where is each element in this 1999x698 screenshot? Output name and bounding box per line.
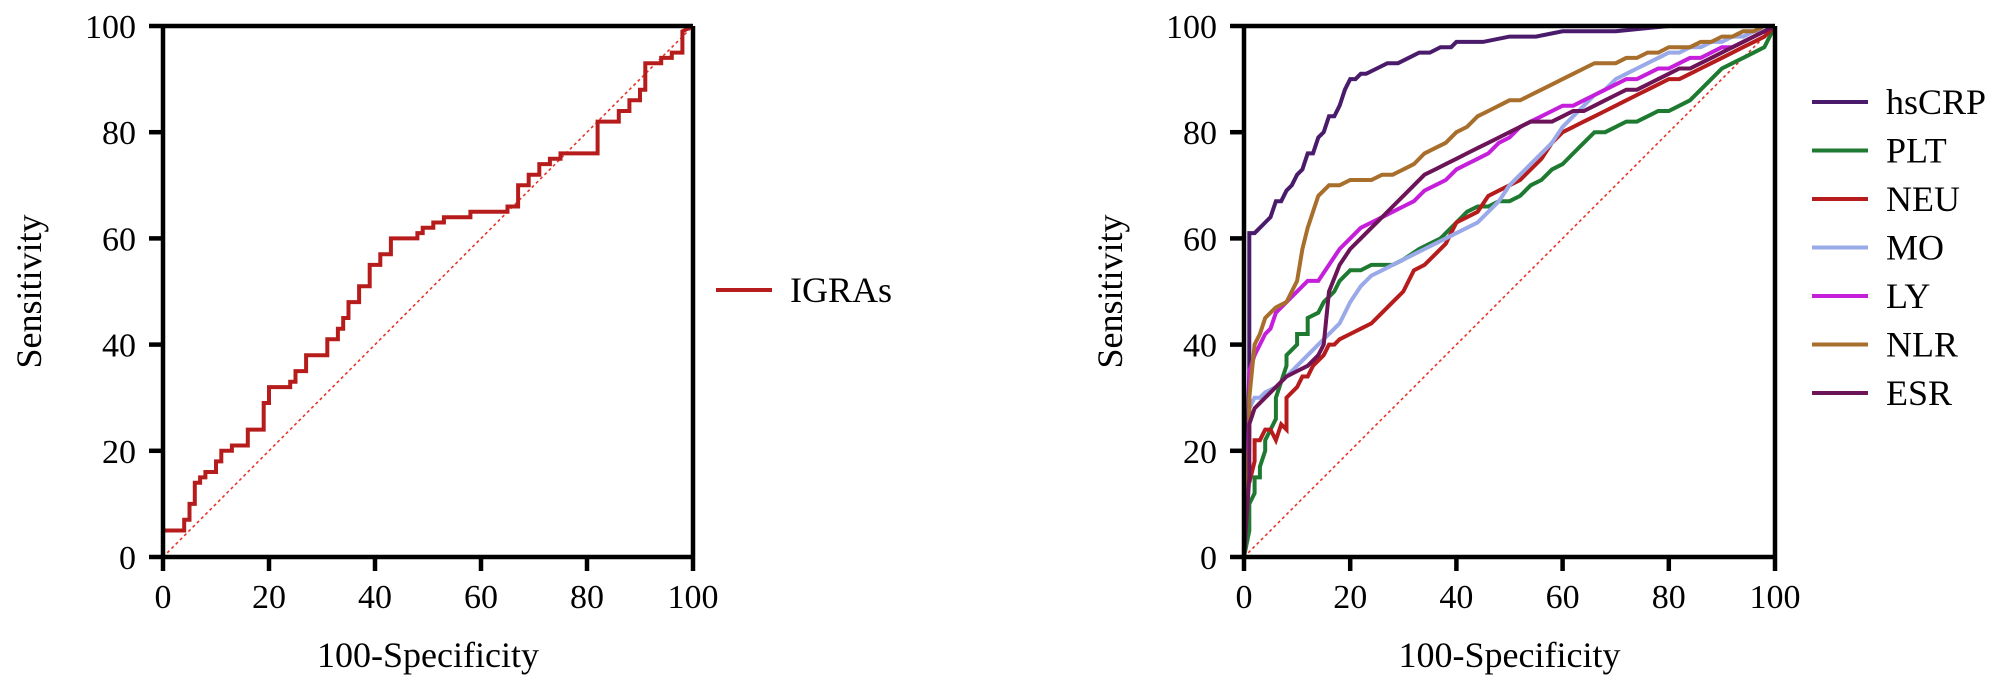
y-tick-label: 0 <box>1200 540 1217 577</box>
y-tick-label: 20 <box>1183 434 1217 471</box>
y-tick-label: 100 <box>85 9 136 46</box>
x-tick-label: 20 <box>252 579 286 616</box>
x-tick-label: 40 <box>1439 579 1473 616</box>
legend-label-plt: PLT <box>1886 131 1947 171</box>
legend-label-mo: MO <box>1886 228 1944 268</box>
legend-label-ly: LY <box>1886 276 1930 316</box>
y-tick-label: 80 <box>1183 115 1217 152</box>
x-tick-label: 0 <box>155 579 172 616</box>
y-tick-label: 20 <box>102 434 136 471</box>
series-line-igras <box>161 24 694 557</box>
series-line-mo <box>1242 24 1776 558</box>
x-tick-label: 40 <box>358 579 392 616</box>
x-tick-label: 80 <box>570 579 604 616</box>
legend-label-igras: IGRAs <box>790 270 892 310</box>
roc-panel-markers: 0 20 40 60 80 100 0 20 40 60 80 100 100-Specificity S… <box>1090 9 1986 675</box>
y-tick-label: 0 <box>119 540 136 577</box>
series-line-neu <box>1242 24 1777 558</box>
y-tick-label: 40 <box>102 328 136 365</box>
y-tick-label: 60 <box>1183 221 1217 258</box>
legend: IGRAs <box>716 270 892 310</box>
series-line-ly <box>1242 24 1776 558</box>
y-axis-title: Sensitivity <box>9 214 49 368</box>
series-line-esr <box>1242 24 1776 558</box>
y-tick-label: 100 <box>1166 9 1217 46</box>
legend-label-nlr: NLR <box>1886 325 1958 365</box>
reference-diagonal-line <box>1243 25 1776 558</box>
reference-diagonal-line <box>162 25 694 558</box>
legend: hsCRP PLT NEU MO LY NLR ESR <box>1812 82 1986 413</box>
y-tick-label: 40 <box>1183 328 1217 365</box>
legend-label-neu: NEU <box>1886 179 1960 219</box>
y-tick-label: 80 <box>102 115 136 152</box>
y-tick-label: 60 <box>102 221 136 258</box>
y-axis-title: Sensitivity <box>1090 214 1130 368</box>
x-tick-label: 20 <box>1333 579 1367 616</box>
x-tick-label: 100 <box>1750 579 1801 616</box>
x-tick-label: 60 <box>1546 579 1580 616</box>
legend-label-hscrp: hsCRP <box>1886 82 1986 122</box>
x-axis-title: 100-Specificity <box>1399 635 1621 675</box>
x-tick-label: 0 <box>1236 579 1253 616</box>
roc-panel-igras: 0 20 40 60 80 100 0 20 40 60 80 100 100-Specificity S… <box>9 9 892 675</box>
x-tick-label: 60 <box>464 579 498 616</box>
x-axis-title: 100-Specificity <box>317 635 539 675</box>
legend-label-esr: ESR <box>1886 373 1952 413</box>
x-tick-label: 100 <box>668 579 719 616</box>
series-line-hscrp <box>1242 24 1775 558</box>
x-tick-label: 80 <box>1652 579 1686 616</box>
series-line-nlr <box>1242 24 1775 558</box>
